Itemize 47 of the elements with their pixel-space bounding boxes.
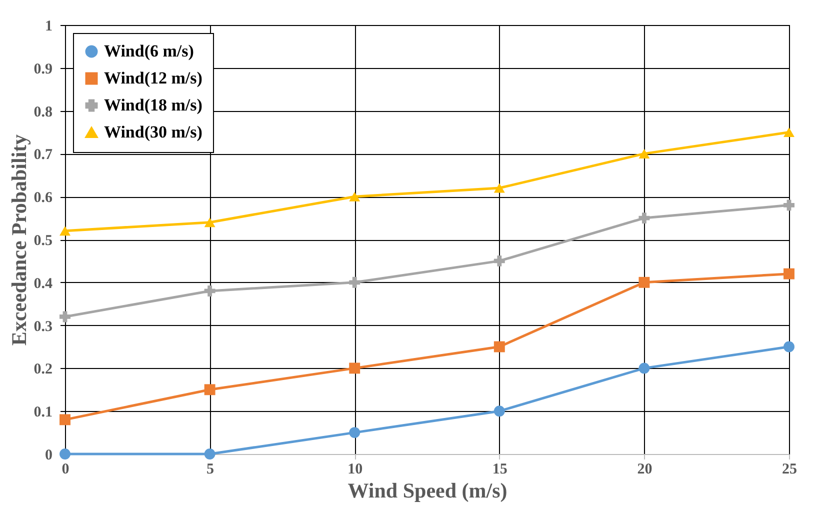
point [349, 362, 360, 374]
y-tick-label: 0.5 [34, 233, 52, 249]
point [204, 384, 216, 396]
point [784, 200, 794, 211]
point [60, 226, 70, 236]
point [349, 276, 360, 288]
legend-label: Wind(12 m/s) [104, 68, 202, 88]
x-tick-label: 25 [782, 462, 797, 478]
y-tick-label: 0.2 [34, 362, 52, 378]
point [638, 148, 650, 158]
point [204, 286, 216, 296]
point [204, 448, 216, 460]
point [784, 128, 794, 137]
point [638, 276, 650, 288]
point [494, 406, 505, 417]
point [349, 192, 360, 202]
point [60, 414, 70, 426]
y-tick-label: 0.8 [34, 104, 52, 120]
y-tick-label: 0.7 [34, 147, 53, 164]
x-tick-label: 0 [62, 462, 70, 478]
y-tick-label: 0 [45, 448, 52, 464]
x-tick-label: 15 [492, 462, 508, 478]
point [349, 427, 360, 438]
point [494, 255, 505, 266]
point [60, 311, 70, 322]
y-tick-label: 0.6 [34, 190, 53, 206]
point [494, 341, 505, 352]
y-tick-label: 0.4 [34, 276, 53, 292]
point [638, 212, 650, 224]
x-tick-label: 10 [348, 462, 363, 478]
y-tick-label: 0.1 [34, 404, 52, 421]
x-tick-label: 5 [206, 462, 214, 478]
point [784, 341, 794, 352]
point [494, 183, 505, 193]
point [204, 218, 216, 228]
point [638, 362, 650, 374]
legend-label: Wind(18 m/s) [104, 96, 202, 114]
y-tick-label: 1 [45, 18, 52, 34]
y-tick-label: 0.3 [34, 318, 52, 335]
x-tick-label: 20 [637, 462, 652, 478]
y-axis-title: Exceedance Probability [6, 134, 31, 346]
x-axis-title: Wind Speed (m/s) [348, 478, 508, 502]
legend-label: Wind(6 m/s) [104, 42, 194, 60]
y-tick-label: 0.9 [34, 61, 52, 78]
point [60, 448, 70, 460]
legend-label: Wind(30 m/s) [104, 122, 202, 142]
point [784, 268, 794, 280]
